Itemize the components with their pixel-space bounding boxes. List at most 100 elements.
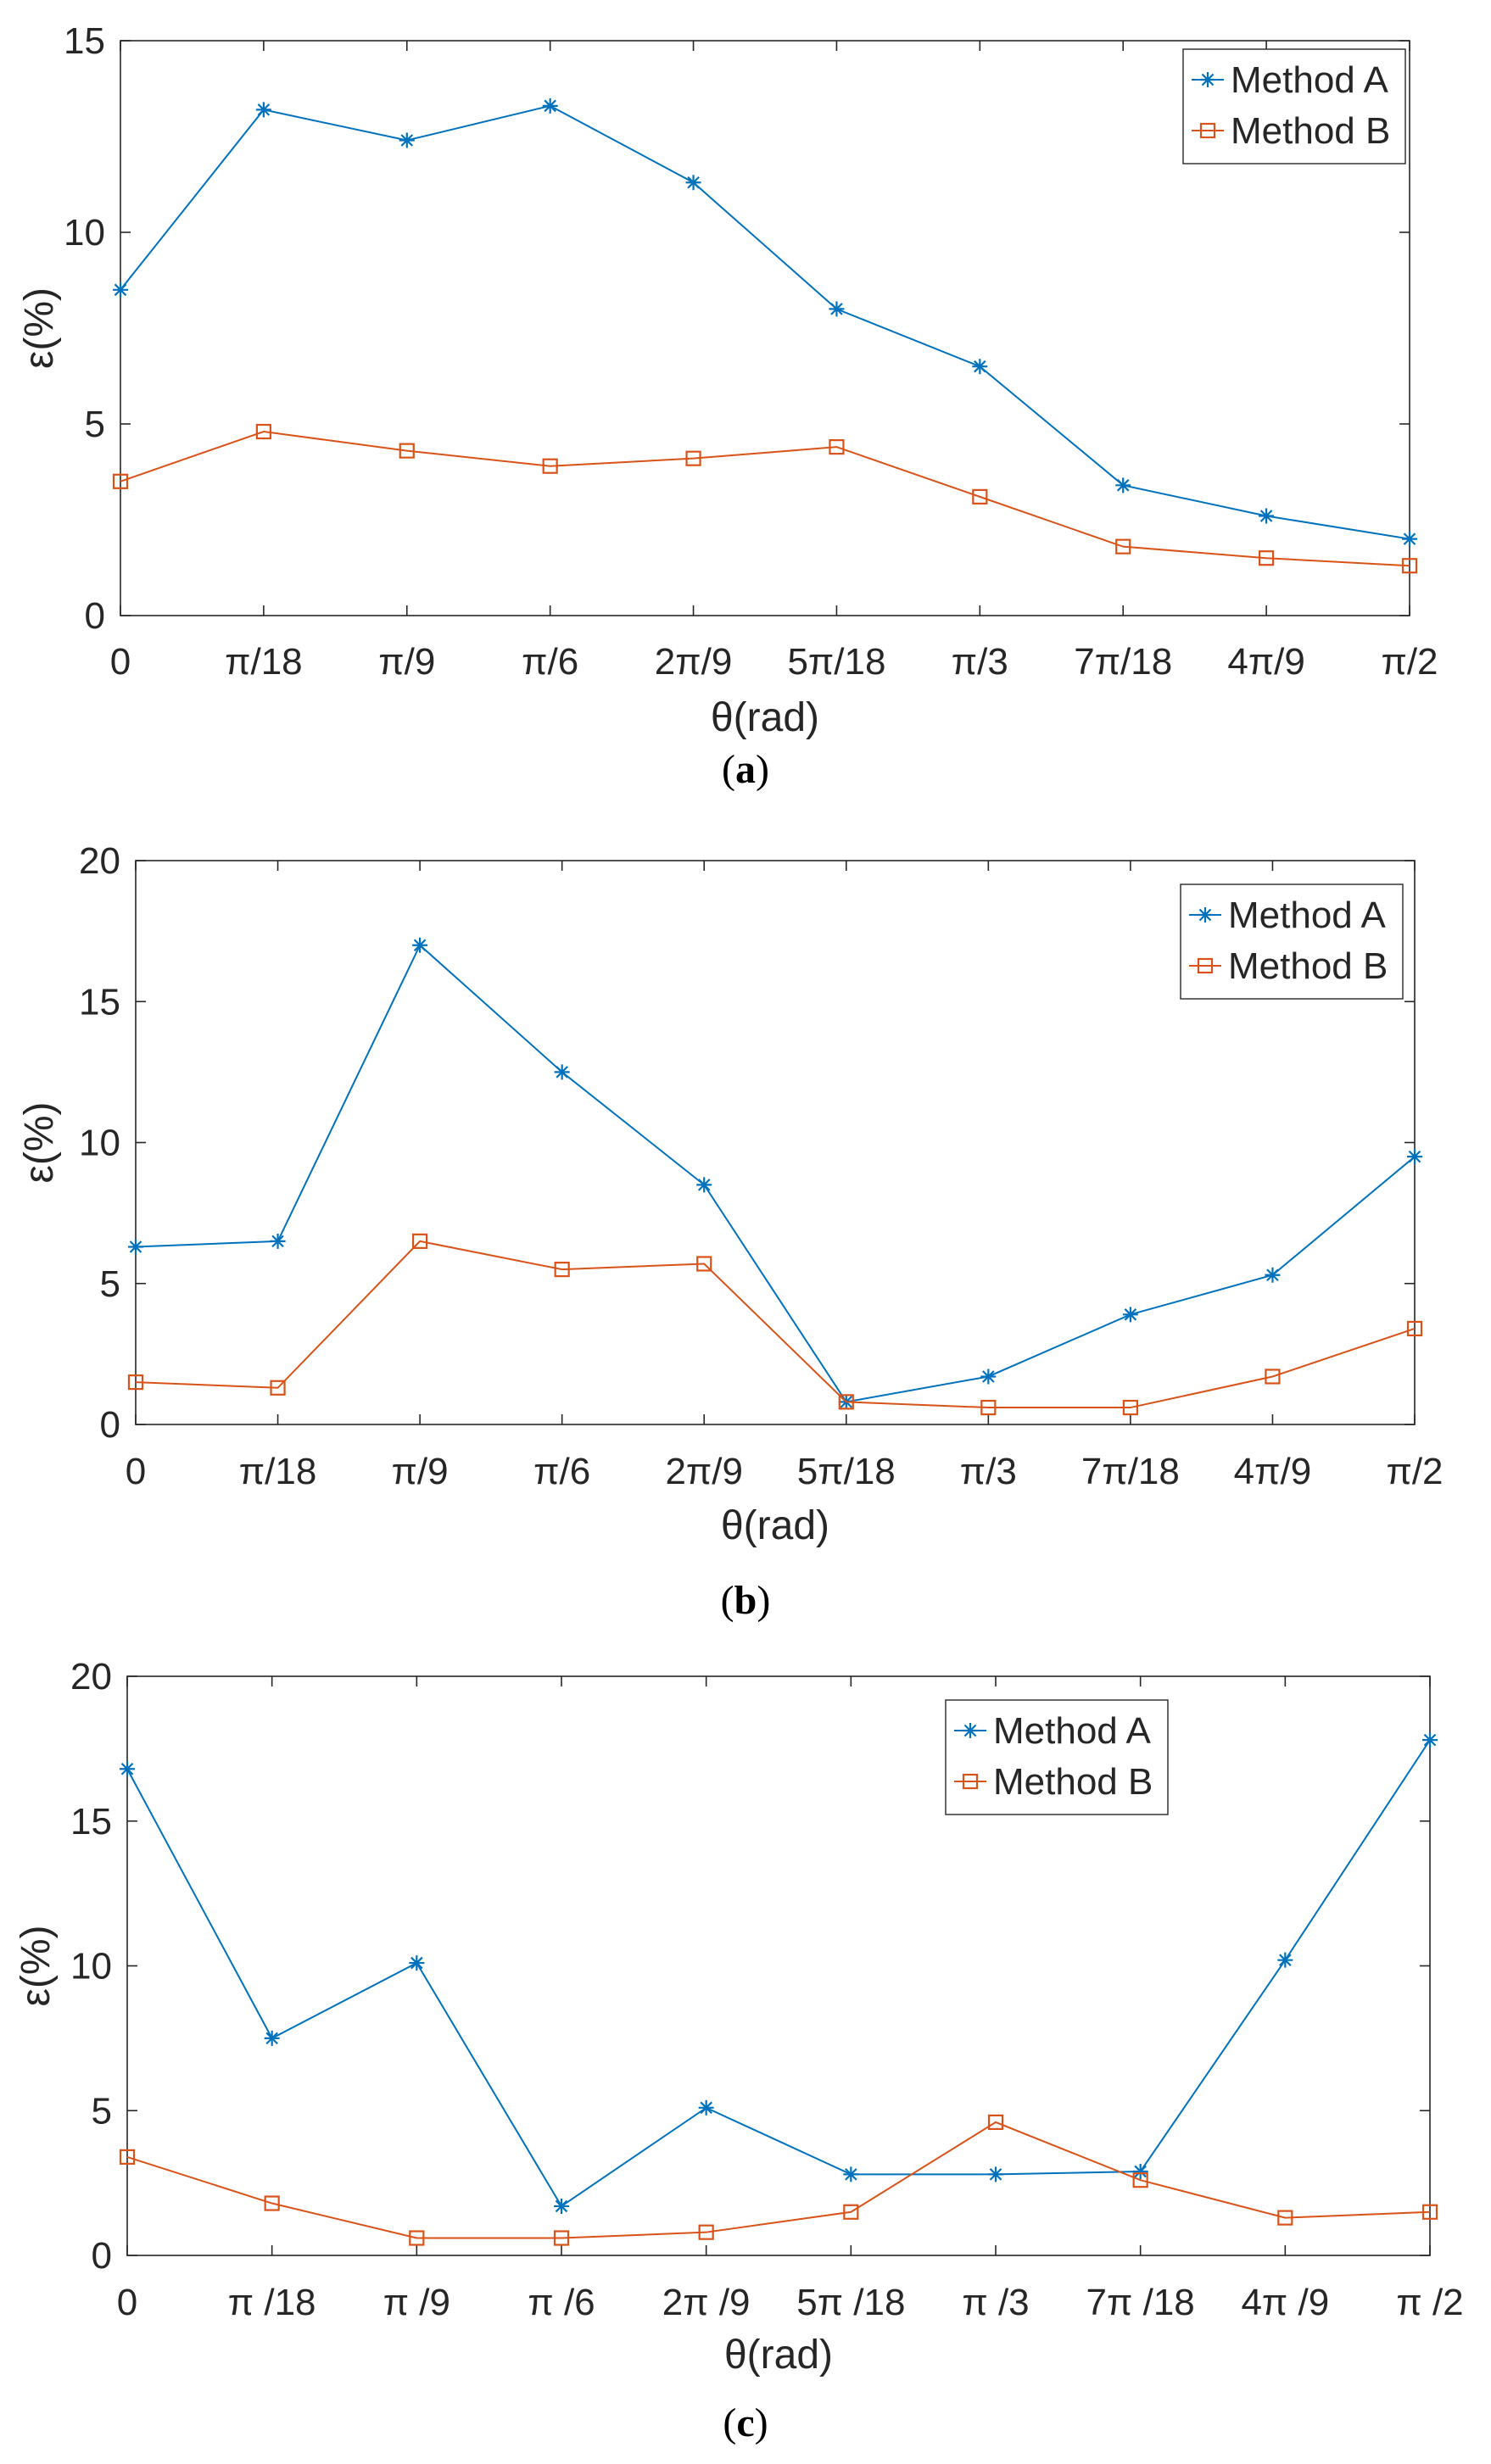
caption-c-letter: c xyxy=(736,2400,755,2445)
y-tick-label-c: 0 xyxy=(92,2235,112,2277)
data-point-method-a-b xyxy=(980,1369,997,1385)
legend-marker-method-b-a xyxy=(1199,122,1216,139)
x-axis-label-b: θ(rad) xyxy=(721,1503,829,1548)
data-point-method-b-b xyxy=(1265,1369,1281,1385)
x-tick-label-a: π/9 xyxy=(378,641,435,683)
chart-panel-c: 0 5 10 15 20 0 π /18 π /9 π /6 2π /9 5π /18 π /3 7π … xyxy=(0,1641,1491,2464)
caption-b: (b) xyxy=(720,1578,771,1623)
data-point-method-b-c xyxy=(119,2149,136,2165)
legend-marker-method-a-c xyxy=(963,1723,978,1738)
x-tick-label-c: π /9 xyxy=(383,2282,450,2323)
legend-box-c xyxy=(945,1699,1169,1815)
data-point-method-a-c xyxy=(409,1955,425,1971)
x-tick-label-c: 0 xyxy=(117,2282,137,2323)
data-point-method-a-c xyxy=(698,2099,714,2116)
legend-box-a xyxy=(1182,48,1406,164)
series-line-method-a-a xyxy=(120,104,1410,540)
data-point-method-b-c xyxy=(843,2204,859,2220)
x-tick-label-b: π/9 xyxy=(392,1451,449,1492)
data-point-method-b-b xyxy=(838,1394,854,1410)
x-tick-label-b: 2π/9 xyxy=(665,1451,743,1492)
x-tick-label-c: π /6 xyxy=(528,2282,595,2323)
legend-label-method-a-a: Method A xyxy=(1231,59,1389,101)
data-point-method-b-b xyxy=(696,1256,712,1272)
data-point-method-a-c xyxy=(264,2030,280,2046)
legend-label-method-b-b: Method B xyxy=(1228,945,1388,987)
x-tick-label-a: π/2 xyxy=(1381,641,1438,683)
x-tick-label-b: π/3 xyxy=(960,1451,1017,1492)
y-tick-label-a: 15 xyxy=(64,20,105,62)
y-tick-label-b: 5 xyxy=(100,1263,120,1305)
y-tick-label-c: 5 xyxy=(92,2090,112,2132)
data-point-method-a-b xyxy=(696,1177,712,1193)
y-axis-label-b: ε(%) xyxy=(17,1101,62,1183)
data-point-method-a-a xyxy=(399,132,415,148)
data-point-method-b-b xyxy=(412,1233,428,1249)
data-point-method-b-c xyxy=(553,2230,570,2246)
data-point-method-a-c xyxy=(554,2198,569,2214)
legend-marker-method-b-c xyxy=(962,1773,979,1790)
data-point-method-b-b xyxy=(270,1380,286,1396)
data-point-method-b-a xyxy=(1401,558,1418,574)
data-point-method-a-a xyxy=(1259,508,1275,524)
data-point-method-b-c xyxy=(698,2224,714,2240)
legend-label-method-a-c: Method A xyxy=(993,1710,1152,1752)
data-point-method-b-c xyxy=(264,2195,280,2211)
data-point-method-b-b xyxy=(980,1399,997,1416)
data-point-method-a-a xyxy=(685,175,701,191)
x-tick-label-b: π/6 xyxy=(533,1451,590,1492)
data-point-method-a-c xyxy=(1132,2163,1148,2179)
legend-label-method-a-b: Method A xyxy=(1228,895,1387,936)
y-tick-label-b: 10 xyxy=(79,1123,120,1164)
x-tick-label-c: π /18 xyxy=(228,2282,316,2323)
data-point-method-b-a xyxy=(399,443,415,459)
y-axis-label-c: ε(%) xyxy=(14,1925,59,2006)
data-point-method-b-a xyxy=(112,473,129,489)
x-tick-label-c: π /2 xyxy=(1396,2282,1463,2323)
y-tick-label-c: 20 xyxy=(70,1656,112,1697)
x-tick-label-a: 2π/9 xyxy=(655,641,733,683)
data-point-method-b-a xyxy=(685,450,701,466)
data-point-method-a-c xyxy=(1422,1732,1438,1748)
data-point-method-b-a xyxy=(1259,550,1275,566)
y-tick-label-a: 0 xyxy=(85,595,105,637)
x-tick-label-a: 4π/9 xyxy=(1227,641,1305,683)
x-tick-label-b: π/18 xyxy=(239,1451,317,1492)
y-tick-label-a: 10 xyxy=(64,212,105,254)
legend-marker-method-a-a xyxy=(1200,72,1215,87)
chart-b-svg: 0 5 10 15 20 0 π/18 π/9 π/6 2π/9 5π/18 π/3 7π/18 4π/9… xyxy=(17,840,1444,1548)
y-tick-label-c: 15 xyxy=(70,1801,112,1842)
data-point-method-a-b xyxy=(1407,1149,1422,1165)
x-tick-label-a: π/18 xyxy=(225,641,303,683)
x-tick-label-c: π /3 xyxy=(962,2282,1029,2323)
data-point-method-b-c xyxy=(1132,2172,1148,2188)
data-point-method-a-c xyxy=(1277,1952,1293,1968)
data-point-method-b-c xyxy=(1277,2210,1293,2226)
x-tick-label-c: 5π /18 xyxy=(796,2282,905,2323)
x-tick-label-a: π/6 xyxy=(522,641,578,683)
data-point-method-a-a xyxy=(1115,477,1131,493)
series-line-method-b-c xyxy=(126,2121,1431,2239)
legend-label-method-b-a: Method B xyxy=(1231,110,1390,152)
data-point-method-b-b xyxy=(127,1374,144,1391)
data-point-method-a-b xyxy=(1122,1307,1138,1323)
data-point-method-b-a xyxy=(255,423,271,440)
data-point-method-b-b xyxy=(1122,1399,1138,1416)
data-point-method-a-a xyxy=(829,301,845,317)
x-tick-label-b: 4π/9 xyxy=(1234,1451,1312,1492)
data-point-method-a-a xyxy=(1402,531,1417,547)
data-point-method-b-c xyxy=(409,2230,425,2246)
x-tick-label-a: 7π/18 xyxy=(1074,641,1172,683)
series-line-method-b-a xyxy=(120,431,1410,567)
legend-marker-method-b-b xyxy=(1197,957,1214,974)
y-axis-label-a: ε(%) xyxy=(17,287,62,369)
data-point-method-b-c xyxy=(987,2114,1004,2131)
x-tick-label-b: π/2 xyxy=(1386,1451,1443,1492)
data-point-method-b-b xyxy=(1406,1320,1423,1337)
data-point-method-a-b xyxy=(412,937,428,953)
data-point-method-b-a xyxy=(542,458,558,474)
plot-area-c xyxy=(126,1675,1431,2256)
x-tick-label-c: 4π /9 xyxy=(1241,2282,1329,2323)
data-point-method-a-c xyxy=(988,2166,1003,2182)
series-line-method-a-c xyxy=(126,1739,1431,2208)
